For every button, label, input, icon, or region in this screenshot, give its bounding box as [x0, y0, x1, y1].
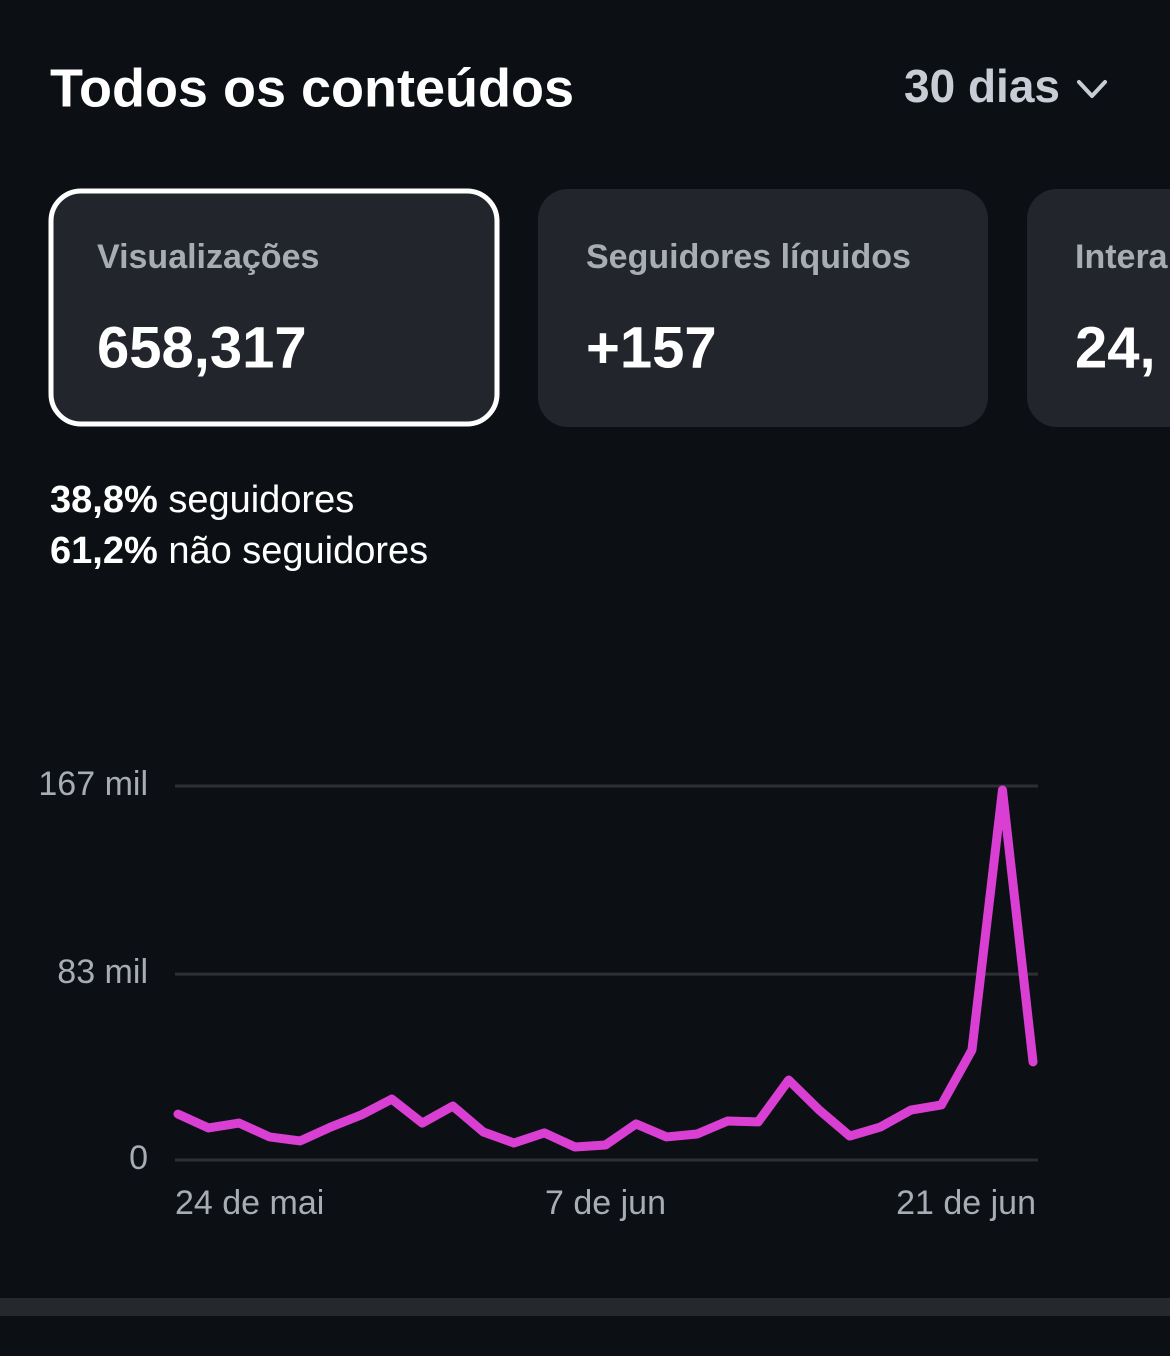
divider — [0, 1298, 1170, 1316]
period-label[interactable]: 30 dias — [904, 60, 1060, 112]
period-selector[interactable]: 30 dias — [904, 60, 1107, 112]
breakdown-line: 61,2% não seguidores — [50, 530, 428, 572]
x-tick-label: 21 de jun — [896, 1184, 1036, 1222]
card-label: Intera — [1075, 238, 1169, 276]
breakdown-label: não seguidores — [168, 530, 428, 572]
line — [173, 785, 1038, 1152]
card-box[interactable] — [538, 189, 988, 427]
x-tick-label: 7 de jun — [545, 1184, 666, 1222]
breakdown-label: seguidores — [168, 479, 354, 521]
card-label: Visualizações — [97, 238, 319, 276]
card-label: Seguidores líquidos — [586, 238, 911, 276]
title: Todos os conteúdos — [50, 58, 574, 118]
card[interactable]: Intera 24, — [1027, 189, 1170, 427]
card-value: 658,317 — [97, 315, 307, 380]
y-tick-label: 167 mil — [38, 765, 148, 803]
x-tick-label: 24 de mai — [175, 1184, 324, 1222]
breakdown-line: 38,8% seguidores — [50, 479, 354, 521]
card-box[interactable] — [1027, 189, 1170, 427]
card-box[interactable] — [48, 188, 500, 427]
y-tick-label: 0 — [129, 1139, 148, 1177]
chevron[interactable] — [1077, 80, 1107, 98]
breakdown-percent: 61,2% — [50, 530, 158, 572]
card[interactable]: Seguidores líquidos +157 — [538, 189, 988, 427]
card-value: 24, — [1075, 315, 1156, 380]
card-value: +157 — [586, 315, 717, 380]
y-tick-label: 83 mil — [57, 953, 148, 991]
card[interactable]: Visualizações 658,317 — [48, 188, 500, 427]
breakdown-percent: 38,8% — [50, 479, 158, 521]
chart: 0 83 mil 167 mil 24 de mai 7 de jun 21 de jun — [38, 765, 1038, 1222]
